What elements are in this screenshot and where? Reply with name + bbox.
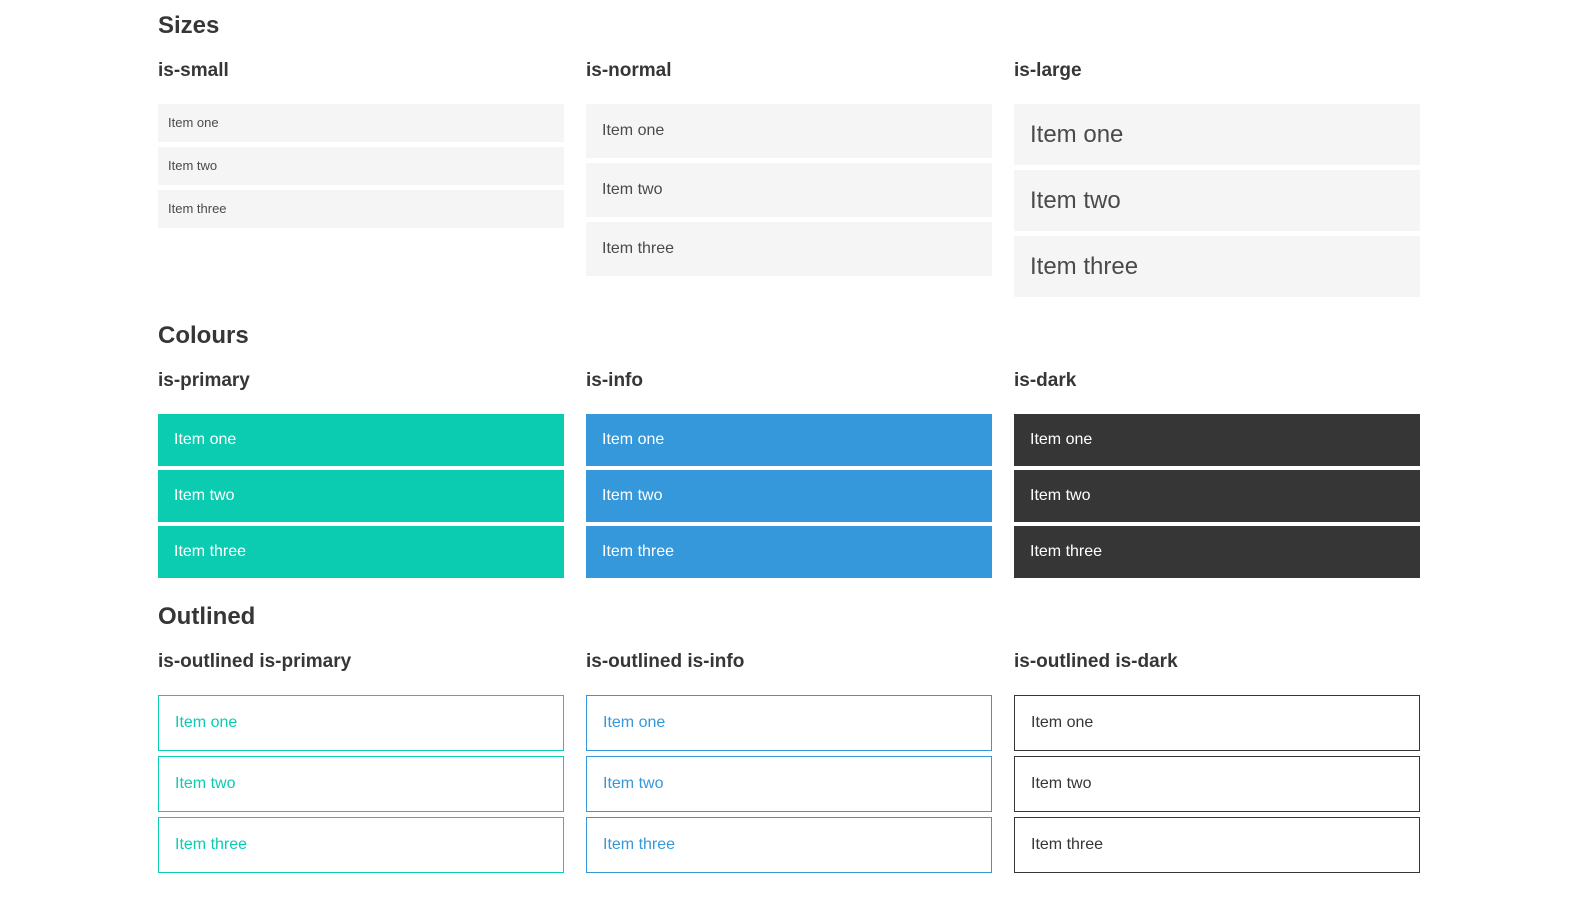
- list-item: Item three: [158, 190, 564, 228]
- column-heading: is-large: [1014, 60, 1082, 81]
- list-item: Item two: [1014, 470, 1420, 522]
- list-item: Item one: [1014, 104, 1420, 165]
- list-item: Item one: [158, 414, 564, 466]
- block-list-primary: Item one Item two Item three: [158, 414, 564, 578]
- column-heading: is-outlined is-dark: [1014, 651, 1178, 672]
- column-is-primary: is-primary Item one Item two Item three: [158, 370, 564, 578]
- block-list-dark: Item one Item two Item three: [1014, 414, 1420, 578]
- list-item: Item two: [158, 756, 564, 812]
- list-item: Item three: [1014, 817, 1420, 873]
- list-item: Item two: [586, 756, 992, 812]
- list-item: Item one: [586, 414, 992, 466]
- list-item: Item three: [586, 222, 992, 276]
- list-item: Item two: [1014, 756, 1420, 812]
- list-item: Item one: [586, 695, 992, 751]
- section-heading: Colours: [158, 322, 249, 349]
- block-list-outlined-primary: Item one Item two Item three: [158, 695, 564, 873]
- column-heading: is-primary: [158, 370, 250, 391]
- list-item: Item one: [158, 695, 564, 751]
- outlined-grid: is-outlined is-primary Item one Item two…: [158, 651, 1420, 873]
- colours-grid: is-primary Item one Item two Item three …: [158, 370, 1420, 578]
- column-is-outlined-is-primary: is-outlined is-primary Item one Item two…: [158, 651, 564, 873]
- column-is-large: is-large Item one Item two Item three: [1014, 60, 1420, 297]
- list-item: Item two: [1014, 170, 1420, 231]
- column-heading: is-info: [586, 370, 643, 391]
- list-item: Item one: [1014, 414, 1420, 466]
- column-is-normal: is-normal Item one Item two Item three: [586, 60, 992, 276]
- column-heading: is-outlined is-primary: [158, 651, 352, 672]
- list-item: Item two: [586, 163, 992, 217]
- column-is-dark: is-dark Item one Item two Item three: [1014, 370, 1420, 578]
- list-item: Item three: [586, 526, 992, 578]
- block-list-normal: Item one Item two Item three: [586, 104, 992, 276]
- list-item: Item one: [586, 104, 992, 158]
- list-item: Item two: [158, 470, 564, 522]
- column-heading: is-dark: [1014, 370, 1077, 391]
- section-sizes: Sizes is-small Item one Item two Item th…: [158, 13, 1420, 297]
- list-item: Item three: [158, 526, 564, 578]
- block-list-outlined-info: Item one Item two Item three: [586, 695, 992, 873]
- section-outlined: Outlined is-outlined is-primary Item one…: [158, 604, 1420, 873]
- list-item: Item two: [586, 470, 992, 522]
- list-item: Item three: [1014, 526, 1420, 578]
- block-list-small: Item one Item two Item three: [158, 104, 564, 228]
- section-colours: Colours is-primary Item one Item two Ite…: [158, 323, 1420, 578]
- sizes-grid: is-small Item one Item two Item three is…: [158, 60, 1420, 297]
- column-is-outlined-is-dark: is-outlined is-dark Item one Item two It…: [1014, 651, 1420, 873]
- list-item: Item three: [1014, 236, 1420, 297]
- section-heading: Outlined: [158, 603, 256, 630]
- column-heading: is-normal: [586, 60, 672, 81]
- list-item: Item one: [1014, 695, 1420, 751]
- column-is-info: is-info Item one Item two Item three: [586, 370, 992, 578]
- section-heading: Sizes: [158, 12, 220, 39]
- column-is-small: is-small Item one Item two Item three: [158, 60, 564, 228]
- list-item: Item three: [586, 817, 992, 873]
- block-list-outlined-dark: Item one Item two Item three: [1014, 695, 1420, 873]
- list-item: Item two: [158, 147, 564, 185]
- block-list-info: Item one Item two Item three: [586, 414, 992, 578]
- block-list-large: Item one Item two Item three: [1014, 104, 1420, 297]
- list-item: Item one: [158, 104, 564, 142]
- column-is-outlined-is-info: is-outlined is-info Item one Item two It…: [586, 651, 992, 873]
- list-item: Item three: [158, 817, 564, 873]
- column-heading: is-outlined is-info: [586, 651, 745, 672]
- column-heading: is-small: [158, 60, 229, 81]
